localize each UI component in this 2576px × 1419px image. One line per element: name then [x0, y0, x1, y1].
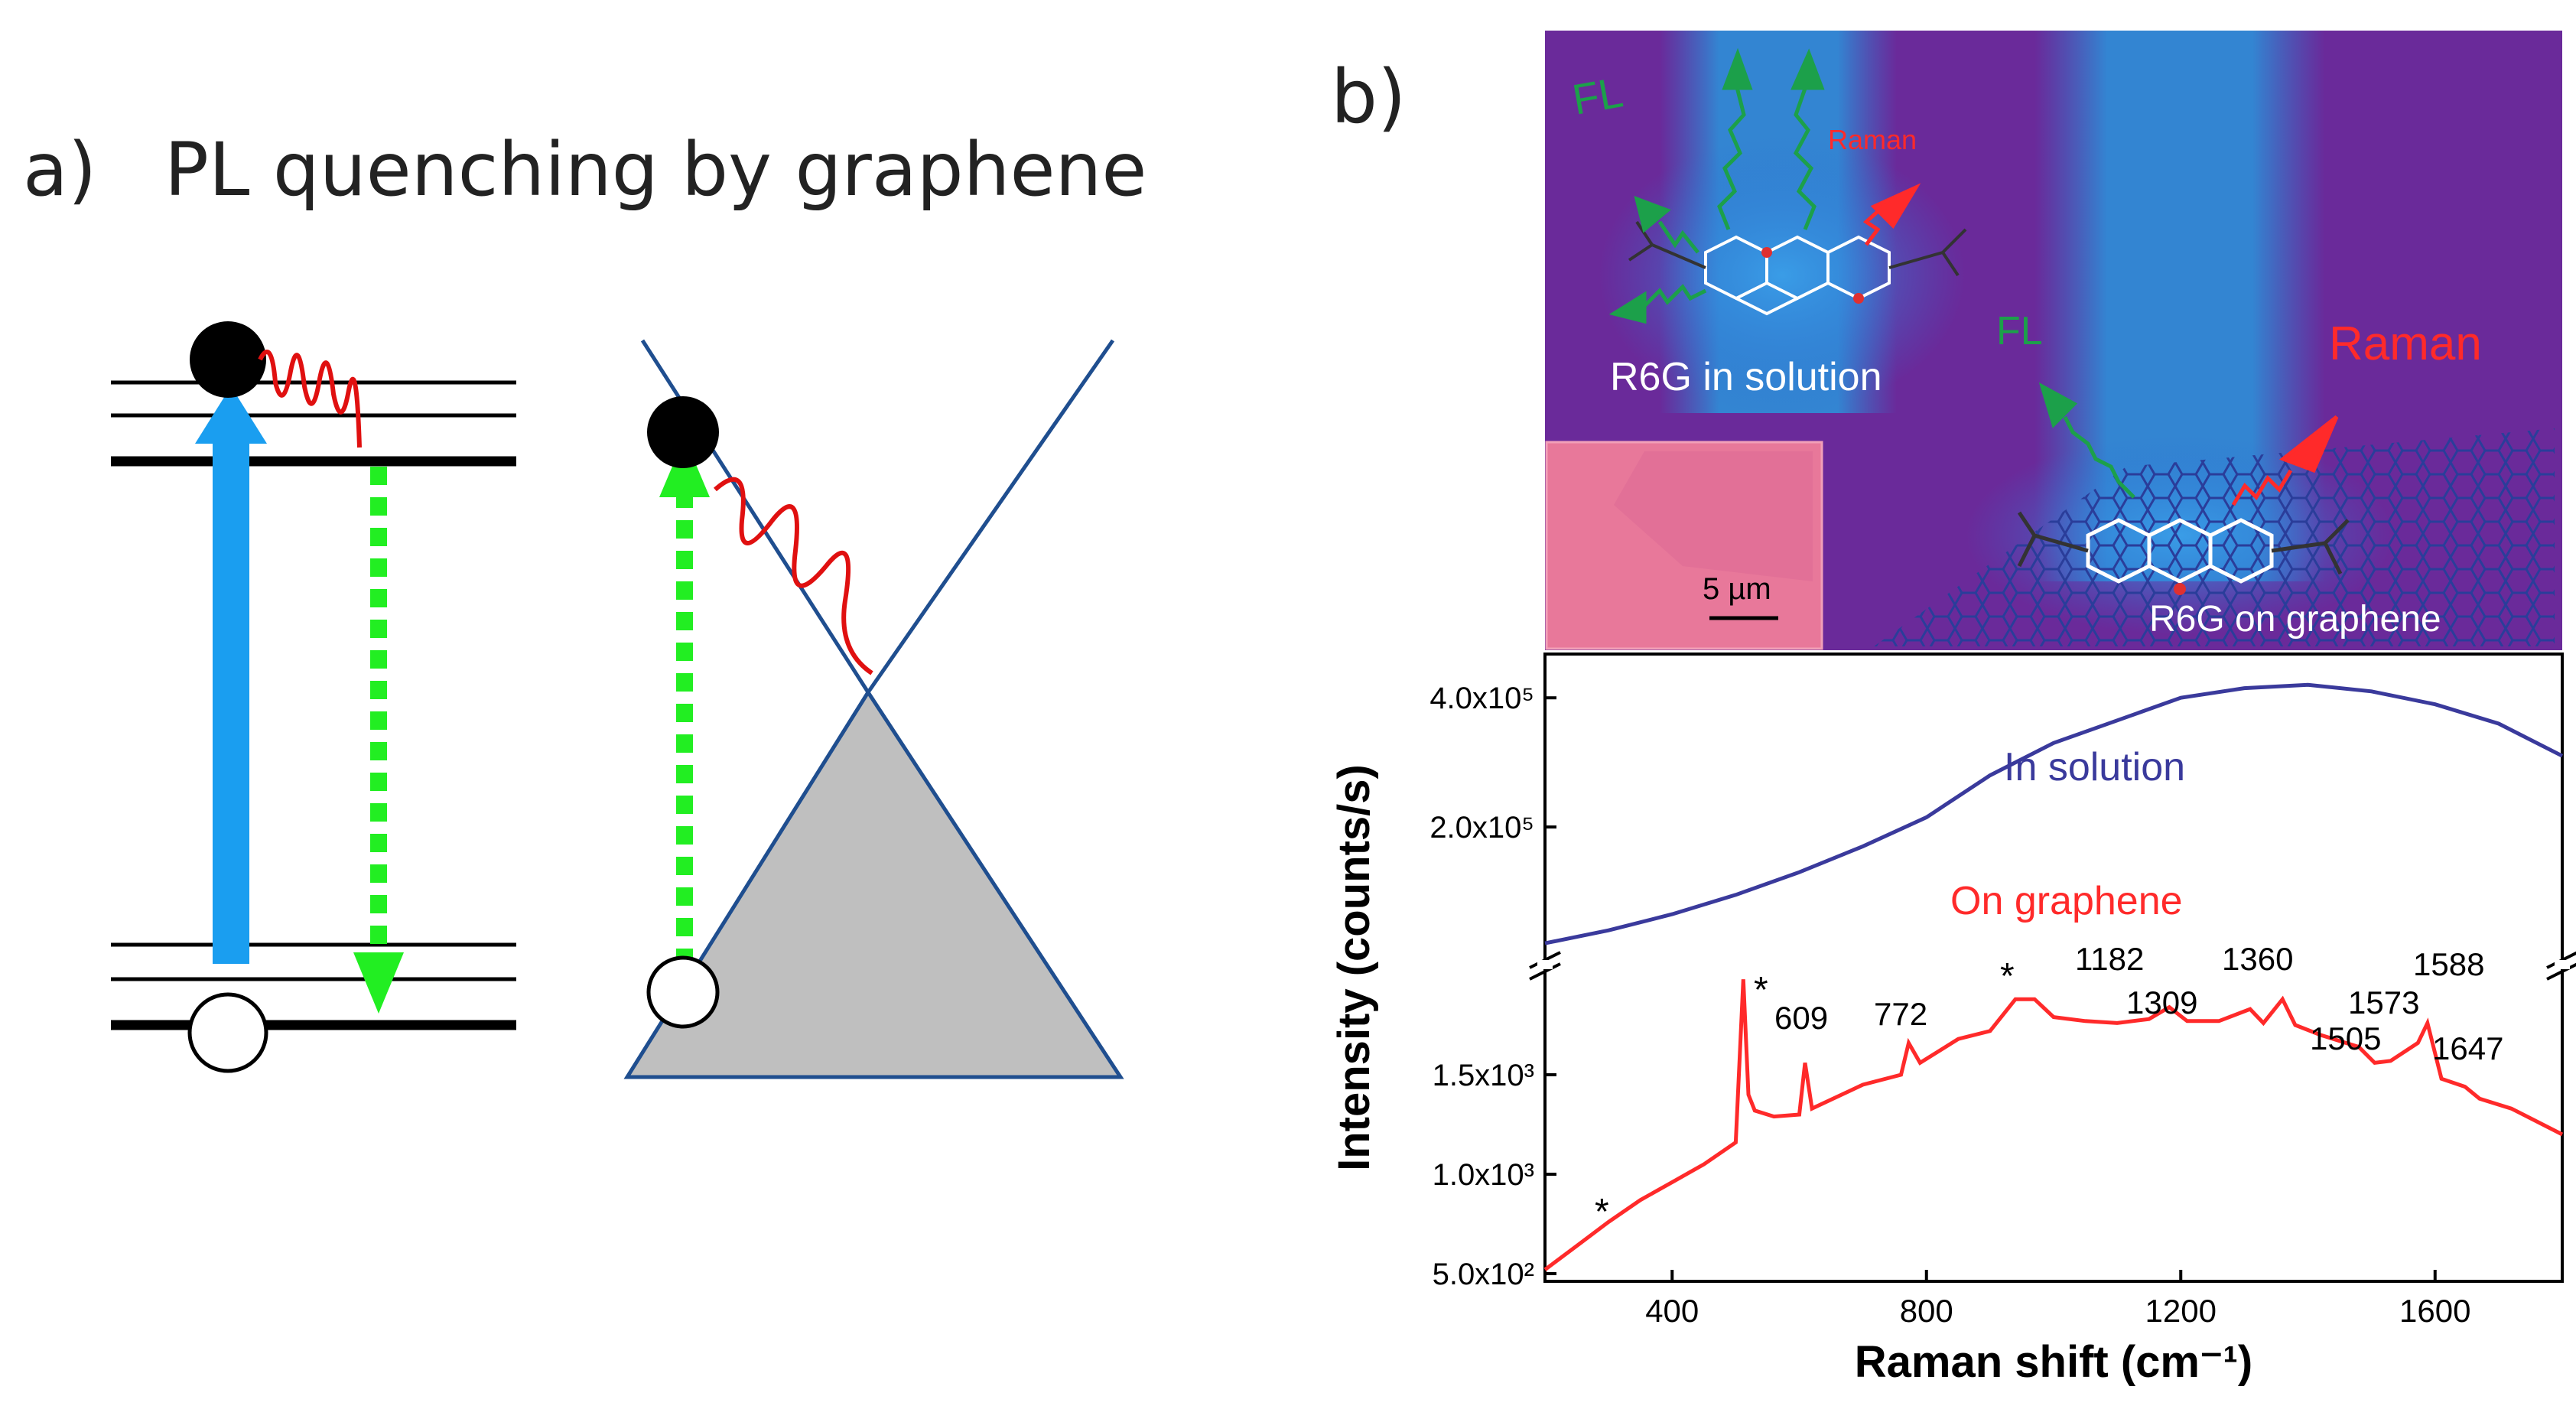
upper-y-tick-label: 2.0x10⁵ — [1429, 811, 1534, 845]
peak-label-1573: 1573 — [2348, 985, 2419, 1020]
peak-label-772: 772 — [1874, 996, 1927, 1032]
peak-label-star-1: * — [1595, 1192, 1609, 1232]
excitation-arrowhead — [195, 386, 267, 444]
panel-b-label: b) — [1331, 54, 1406, 140]
electron-graphene — [647, 396, 719, 468]
raman-arrow-solution — [1862, 183, 1921, 246]
peak-label-1182: 1182 — [2075, 941, 2144, 977]
excitation-arrow — [213, 428, 249, 964]
x-tick-label: 400 — [1645, 1293, 1699, 1329]
energy-transfer-wave — [714, 477, 873, 675]
schematic-image: FL Raman R6G in solution FL Raman R6G on… — [1545, 31, 2562, 650]
series-line-on-graphene — [1543, 979, 2564, 1271]
peak-label-1360: 1360 — [2222, 941, 2293, 977]
lower-y-tick-label: 1.0x10³ — [1433, 1158, 1534, 1192]
axis-break-left — [1529, 951, 1561, 981]
panel-a-label: a) — [23, 127, 96, 213]
x-axis-title: Raman shift (cm⁻¹) — [1855, 1337, 2252, 1387]
peak-label-star-3: * — [1754, 970, 1768, 1011]
series-label-in-solution: In solution — [2004, 745, 2185, 789]
filled-valence-band — [623, 688, 1124, 1079]
upper-y-tick-label: 4.0x10⁵ — [1429, 682, 1534, 715]
raman-label-solution: Raman — [1828, 124, 1917, 155]
graphene-flake — [1614, 451, 1813, 581]
cone-line-right — [866, 339, 1115, 694]
series-label-on-graphene: On graphene — [1950, 879, 2183, 923]
upper-axis-ticks: 2.0x10⁵ 4.0x10⁵ — [1429, 682, 1556, 845]
panel-b: b) — [1329, 31, 2576, 1387]
cone-line-left — [640, 339, 870, 694]
peak-label-609: 609 — [1774, 1000, 1828, 1036]
series-line-in-solution — [1544, 682, 2564, 945]
fl-label-solution: FL — [1569, 67, 1626, 123]
hole-graphene — [646, 955, 720, 1029]
panel-a-title: PL quenching by graphene — [164, 127, 1147, 213]
lower-y-tick-label: 1.5x10³ — [1433, 1059, 1534, 1092]
molecule-energy-diagram — [111, 321, 516, 1073]
peak-label-1309: 1309 — [2126, 985, 2197, 1020]
lower-y-tick-label: 5.0x10² — [1433, 1258, 1534, 1291]
r6g-molecule-solution — [1628, 220, 1967, 316]
solution-caption: R6G in solution — [1610, 355, 1882, 399]
x-tick-label: 800 — [1900, 1293, 1953, 1329]
lower-axis-ticks: 5.0x10² 1.0x10³ 1.5x10³ — [1433, 1059, 1556, 1291]
scale-bar-label: 5 µm — [1703, 572, 1771, 606]
panel-a: a) PL quenching by graphene — [23, 127, 1147, 1079]
graphene-cone-diagram — [623, 339, 1124, 1079]
fl-arrow-graphene — [2038, 382, 2135, 499]
x-axis-ticks: 400 800 1200 1600 — [1645, 1270, 2470, 1329]
peak-label-1588: 1588 — [2413, 946, 2484, 982]
peak-label-1505: 1505 — [2310, 1020, 2381, 1056]
electron — [190, 321, 266, 398]
nonradiative-relaxation-wave — [258, 350, 362, 448]
graphene-sheet — [1874, 428, 2555, 646]
fl-arrows-solution — [1608, 47, 1825, 324]
raman-arrow-graphene — [2231, 415, 2339, 506]
x-tick-label: 1600 — [2399, 1293, 2470, 1329]
x-tick-label: 1200 — [2145, 1293, 2217, 1329]
y-axis-title: Intensity (counts/s) — [1329, 764, 1379, 1171]
hole — [187, 992, 268, 1073]
r6g-molecule-graphene — [2017, 511, 2350, 595]
graphene-caption: R6G on graphene — [2149, 599, 2441, 640]
fl-label-graphene: FL — [1996, 309, 2043, 353]
raman-label-graphene: Raman — [2329, 317, 2482, 370]
peak-label-1647: 1647 — [2432, 1030, 2503, 1066]
raman-chart: 2.0x10⁵ 4.0x10⁵ 5.0x10² 1.0x10³ 1.5x10³ 400… — [1329, 653, 2576, 1387]
peak-label-star-2: * — [2000, 956, 2015, 997]
axis-break-right — [2546, 951, 2576, 981]
emission-arrowhead — [353, 952, 404, 1014]
